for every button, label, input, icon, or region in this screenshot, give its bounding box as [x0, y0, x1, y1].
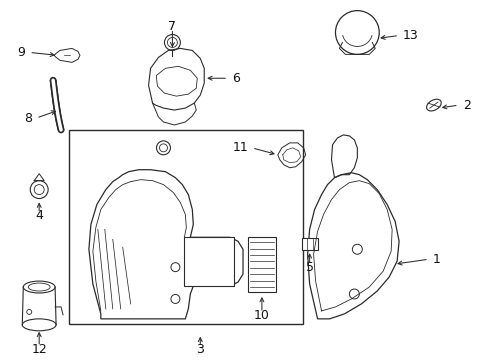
Text: 9: 9	[18, 46, 25, 59]
Text: 8: 8	[24, 112, 32, 125]
Text: 12: 12	[31, 343, 47, 356]
Text: 7: 7	[169, 19, 176, 32]
Text: 1: 1	[433, 253, 441, 266]
Text: 6: 6	[232, 72, 240, 85]
Text: 10: 10	[254, 309, 270, 322]
Text: 2: 2	[463, 99, 470, 112]
Bar	[248, 237, 276, 292]
Text: 5: 5	[306, 261, 314, 274]
Text: 11: 11	[232, 141, 248, 154]
Text: 4: 4	[35, 210, 43, 222]
Bar	[69, 130, 303, 324]
Bar	[302, 238, 318, 250]
Text: 13: 13	[403, 29, 419, 42]
Bar	[184, 237, 234, 286]
Text: 3: 3	[196, 343, 204, 356]
